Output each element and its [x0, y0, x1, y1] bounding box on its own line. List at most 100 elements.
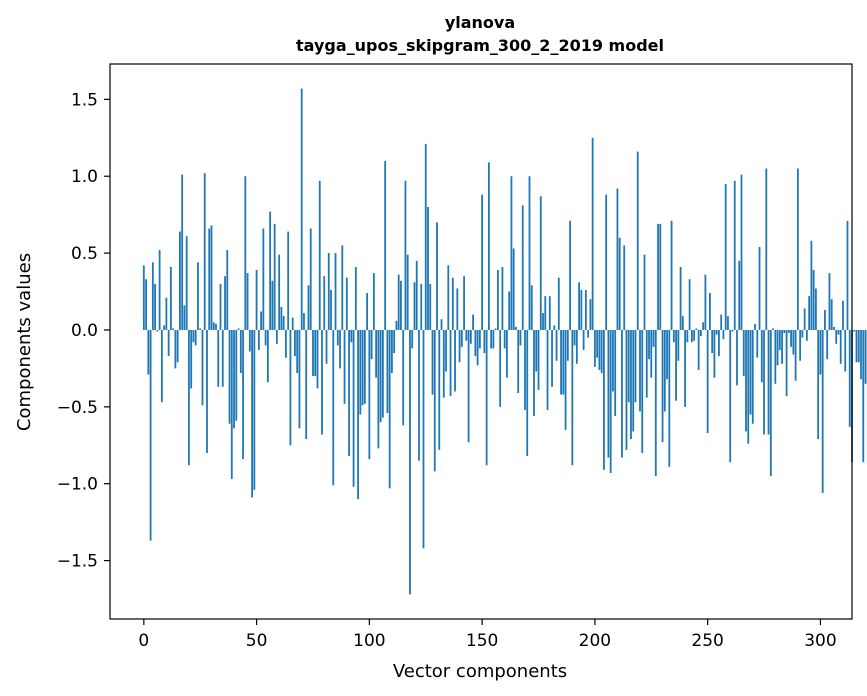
bar: [785, 329, 788, 397]
bar: [690, 329, 693, 343]
bar: [510, 176, 513, 330]
bar: [864, 329, 867, 384]
bar: [729, 329, 732, 463]
bar: [699, 329, 702, 337]
bar: [395, 320, 398, 330]
bar: [578, 282, 580, 330]
bar: [366, 293, 368, 330]
x-tick-label: 250: [691, 631, 723, 651]
bar: [652, 329, 655, 347]
bar: [657, 223, 659, 330]
bar: [787, 329, 790, 334]
bar: [145, 279, 147, 330]
bar: [562, 329, 565, 395]
bar: [724, 183, 727, 330]
bar: [508, 291, 511, 330]
bar: [835, 329, 838, 344]
bar: [327, 253, 330, 330]
bar: [269, 211, 272, 330]
bar: [350, 329, 353, 343]
bar: [494, 328, 497, 330]
bar: [817, 329, 820, 440]
bar: [564, 329, 567, 430]
bar: [503, 329, 506, 349]
bar: [307, 285, 310, 330]
y-tick-label: −1.5: [57, 552, 98, 572]
y-tick-label: −0.5: [57, 398, 98, 418]
bar: [722, 329, 725, 340]
bar: [420, 283, 423, 330]
bar: [634, 329, 637, 403]
bar: [740, 174, 743, 330]
bar: [497, 270, 499, 330]
bar: [400, 280, 402, 330]
bar: [736, 329, 738, 386]
bar: [650, 329, 653, 378]
bar: [372, 273, 375, 330]
bar: [517, 329, 520, 393]
y-axis-label: Components values: [14, 253, 35, 431]
bar: [481, 194, 484, 330]
bar: [544, 296, 547, 330]
bar: [627, 329, 630, 403]
bar: [805, 329, 808, 341]
bar: [537, 329, 540, 390]
bar: [593, 329, 596, 367]
bar: [458, 329, 461, 363]
bar: [197, 262, 199, 330]
bar: [257, 329, 260, 350]
bar: [603, 329, 605, 470]
bar: [296, 329, 299, 374]
bar: [330, 290, 332, 330]
bar: [539, 196, 542, 330]
bar: [248, 329, 251, 352]
bar: [848, 329, 851, 427]
bar: [411, 329, 414, 349]
x-tick-label: 150: [466, 631, 498, 651]
bar: [551, 329, 553, 387]
bar: [681, 316, 684, 330]
bar: [151, 262, 154, 330]
bar: [632, 329, 635, 432]
bar: [862, 329, 865, 463]
bar: [183, 305, 186, 330]
bar: [833, 326, 835, 330]
bar: [826, 329, 829, 360]
bar: [169, 266, 172, 330]
bar: [176, 329, 179, 363]
bar: [147, 329, 150, 375]
bar: [569, 220, 571, 330]
bar: [312, 329, 314, 377]
bar: [614, 329, 617, 417]
bar: [767, 329, 770, 435]
bar: [418, 329, 420, 461]
bar: [618, 237, 621, 330]
bar: [336, 329, 339, 346]
bar: [206, 329, 208, 453]
bar: [801, 329, 804, 338]
bar: [546, 329, 549, 410]
bar: [688, 279, 691, 330]
plot-frame: [109, 63, 853, 620]
bar: [409, 329, 411, 595]
bar: [530, 285, 533, 330]
bar: [645, 329, 648, 398]
y-tick-label: 0.0: [71, 321, 98, 341]
bars-group: [142, 88, 867, 595]
bar: [643, 254, 646, 330]
bar: [442, 329, 445, 398]
bar: [237, 328, 240, 330]
bar: [542, 313, 544, 330]
bar: [339, 329, 341, 369]
bar: [855, 329, 858, 363]
bar: [560, 329, 562, 395]
bar: [179, 231, 181, 330]
bar: [188, 329, 190, 466]
x-tick-label: 300: [804, 631, 836, 651]
bar: [361, 329, 364, 406]
bar: [485, 329, 488, 466]
bar: [824, 309, 826, 330]
bar: [463, 276, 465, 330]
bar: [580, 290, 583, 330]
bar: [282, 316, 285, 330]
